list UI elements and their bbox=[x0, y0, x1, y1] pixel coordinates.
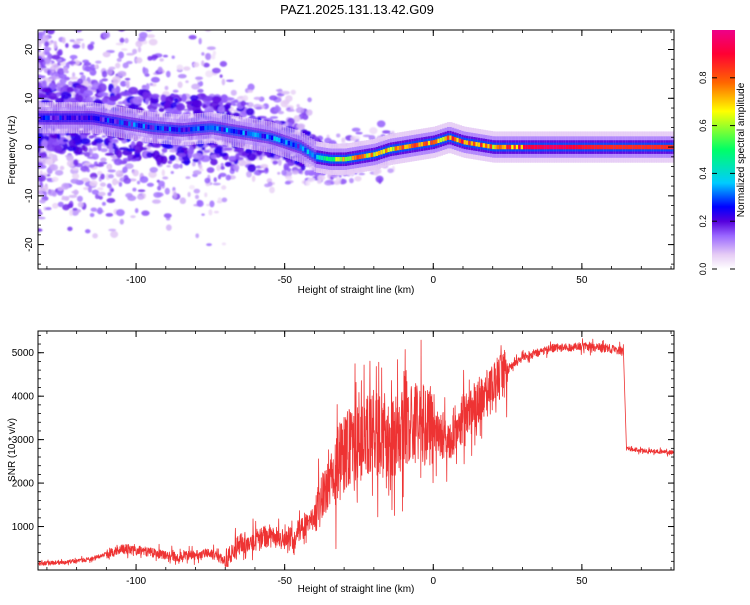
snr-ytick-label: 3000 bbox=[12, 435, 35, 446]
snr-series-line bbox=[38, 338, 674, 567]
colorbar: 0.0 0.2 0.4 0.6 0.8 Normalized spectral ampl… bbox=[698, 30, 747, 275]
spectrogram-ridge bbox=[38, 102, 674, 175]
spectrogram-xlabel: Height of straight line (km) bbox=[298, 285, 415, 296]
spectrogram-ytick-label: 10 bbox=[24, 92, 35, 104]
colorbar-tick-label: 0.2 bbox=[698, 215, 708, 228]
colorbar-ticks: 0.0 0.2 0.4 0.6 0.8 bbox=[698, 72, 735, 276]
colorbar-label: Normalized spectral amplitude bbox=[736, 82, 747, 217]
spectrogram-ylabel: Frequency (Hz) bbox=[7, 116, 18, 185]
spectrogram-axes: -100 -50 0 50 20 10 0 -10 -20 bbox=[24, 29, 674, 286]
spectrogram-xtick-label: 0 bbox=[430, 275, 436, 286]
colorbar-tick-label: 0.6 bbox=[698, 119, 708, 132]
snr-axes: -100 -50 0 50 1000 2000 3000 4000 5000 bbox=[12, 331, 674, 587]
spectrogram-ytick-label: 20 bbox=[24, 44, 35, 56]
spectrogram-ytick-label: -10 bbox=[24, 188, 35, 203]
figure-title: PAZ1.2025.131.13.42.G09 bbox=[280, 2, 434, 17]
spectrogram-panel: -100 -50 0 50 20 10 0 -10 -20 Height of straight… bbox=[7, 29, 675, 296]
snr-ytick-label: 5000 bbox=[12, 348, 35, 359]
snr-ytick-label: 4000 bbox=[12, 392, 35, 403]
spectrogram-ytick-label: 0 bbox=[24, 144, 35, 150]
colorbar-tick-label: 0.8 bbox=[698, 72, 708, 85]
colorbar-tick-label: 0.0 bbox=[698, 263, 708, 276]
snr-xlabel: Height of straight line (km) bbox=[298, 584, 415, 595]
colorbar-tick-label: 0.4 bbox=[698, 167, 708, 180]
spectrogram-image bbox=[38, 30, 674, 247]
snr-xtick-label: 0 bbox=[430, 576, 436, 587]
spectrogram-xtick-label: 50 bbox=[576, 275, 588, 286]
snr-xtick-label: -100 bbox=[126, 576, 146, 587]
spectrogram-xtick-label: -50 bbox=[277, 275, 292, 286]
snr-ytick-label: 1000 bbox=[12, 522, 35, 533]
colorbar-gradient bbox=[712, 30, 735, 269]
snr-ytick-label: 2000 bbox=[12, 479, 35, 490]
spectrogram-ytick-label: -20 bbox=[24, 237, 35, 252]
snr-xtick-label: -50 bbox=[277, 576, 292, 587]
snr-panel: -100 -50 0 50 1000 2000 3000 4000 5000 Height of… bbox=[7, 330, 675, 595]
spectrogram-xtick-label: -100 bbox=[126, 275, 146, 286]
snr-ylabel: SNR (10 * v/v) bbox=[7, 418, 18, 482]
snr-frame bbox=[37, 330, 675, 571]
spectrogram-frame bbox=[37, 29, 675, 270]
snr-xtick-label: 50 bbox=[576, 576, 588, 587]
